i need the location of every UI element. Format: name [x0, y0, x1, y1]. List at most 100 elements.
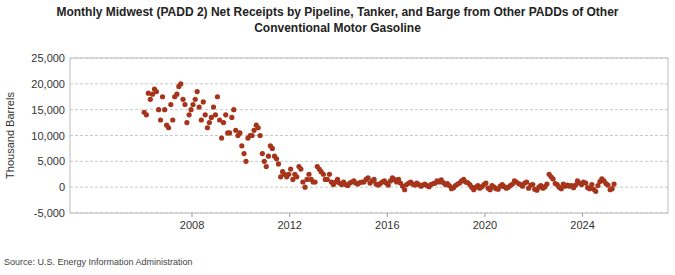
grid-line [70, 83, 668, 84]
y-axis-label: Thousand Barrels [4, 92, 16, 179]
grid-line [70, 135, 668, 136]
point [266, 154, 271, 159]
point [156, 107, 161, 112]
point [223, 112, 228, 117]
point [219, 135, 224, 140]
y-tick-label: 20,000 [31, 78, 65, 90]
point [243, 159, 248, 164]
point [262, 159, 267, 164]
point [166, 125, 171, 130]
x-tick-label: 2016 [375, 219, 399, 231]
point [207, 120, 212, 125]
y-tick-label: 10,000 [31, 130, 65, 142]
point [312, 179, 317, 184]
point [160, 94, 165, 99]
point [260, 151, 265, 156]
point [306, 172, 311, 177]
point [193, 97, 198, 102]
x-tick-label: 2024 [570, 219, 594, 231]
title: Monthly Midwest (PADD 2) Net Receipts by… [56, 5, 618, 19]
point [241, 151, 246, 156]
point [187, 112, 192, 117]
y-tick-label: 0 [59, 181, 65, 193]
grid-line [70, 187, 668, 188]
point [162, 107, 167, 112]
point [258, 133, 263, 138]
point [229, 115, 234, 120]
point [231, 107, 236, 112]
points [142, 81, 617, 194]
point [274, 156, 279, 161]
point [201, 99, 206, 104]
y-tick-label: -5,000 [34, 207, 65, 219]
point [184, 120, 189, 125]
point [237, 130, 242, 135]
point [524, 179, 529, 184]
y-tick-label: 5,000 [37, 155, 65, 167]
point [211, 104, 216, 109]
point [256, 125, 261, 130]
x-tick-label: 2008 [180, 219, 204, 231]
point [302, 185, 307, 190]
y-tick-label: 15,000 [31, 104, 65, 116]
point [174, 92, 179, 97]
point [483, 180, 488, 185]
point [180, 97, 185, 102]
point [611, 181, 616, 186]
point [178, 81, 183, 86]
point [221, 120, 226, 125]
point [605, 183, 610, 188]
point [239, 143, 244, 148]
x-tick [582, 213, 583, 217]
point [197, 104, 202, 109]
source: Source: U.S. Energy Information Administ… [4, 257, 193, 267]
point [144, 112, 149, 117]
point [402, 187, 407, 192]
plot-frame [70, 58, 668, 213]
point [610, 186, 615, 191]
x-tick-label: 2012 [277, 219, 301, 231]
point [199, 117, 204, 122]
x-tick [289, 213, 290, 217]
point [215, 94, 220, 99]
point [583, 180, 588, 185]
point [321, 172, 326, 177]
point [227, 130, 232, 135]
chart: Monthly Midwest (PADD 2) Net Receipts by… [0, 0, 675, 275]
point [593, 189, 598, 194]
point [288, 166, 293, 171]
point [182, 102, 187, 107]
point [365, 175, 370, 180]
point [264, 164, 269, 169]
title: Conventional Motor Gasoline [254, 21, 421, 35]
point [372, 177, 377, 182]
x-tick [484, 213, 485, 217]
x-tick-label: 2020 [473, 219, 497, 231]
x-tick [387, 213, 388, 217]
point [205, 125, 210, 130]
point [589, 182, 594, 187]
point [276, 161, 281, 166]
point [148, 97, 153, 102]
point [327, 172, 332, 177]
point [190, 102, 195, 107]
point [188, 107, 193, 112]
grid-line [70, 161, 668, 162]
point [550, 176, 555, 181]
point [294, 174, 299, 179]
point [249, 133, 254, 138]
point [203, 112, 208, 117]
point [298, 166, 303, 171]
point [544, 181, 549, 186]
y-tick-label: 25,000 [31, 52, 65, 64]
point [195, 89, 200, 94]
point [158, 117, 163, 122]
point [213, 112, 218, 117]
point [168, 102, 173, 107]
x-tick [192, 213, 193, 217]
point [530, 182, 535, 187]
point [270, 146, 275, 151]
point [170, 117, 175, 122]
point [286, 172, 291, 177]
point [154, 89, 159, 94]
